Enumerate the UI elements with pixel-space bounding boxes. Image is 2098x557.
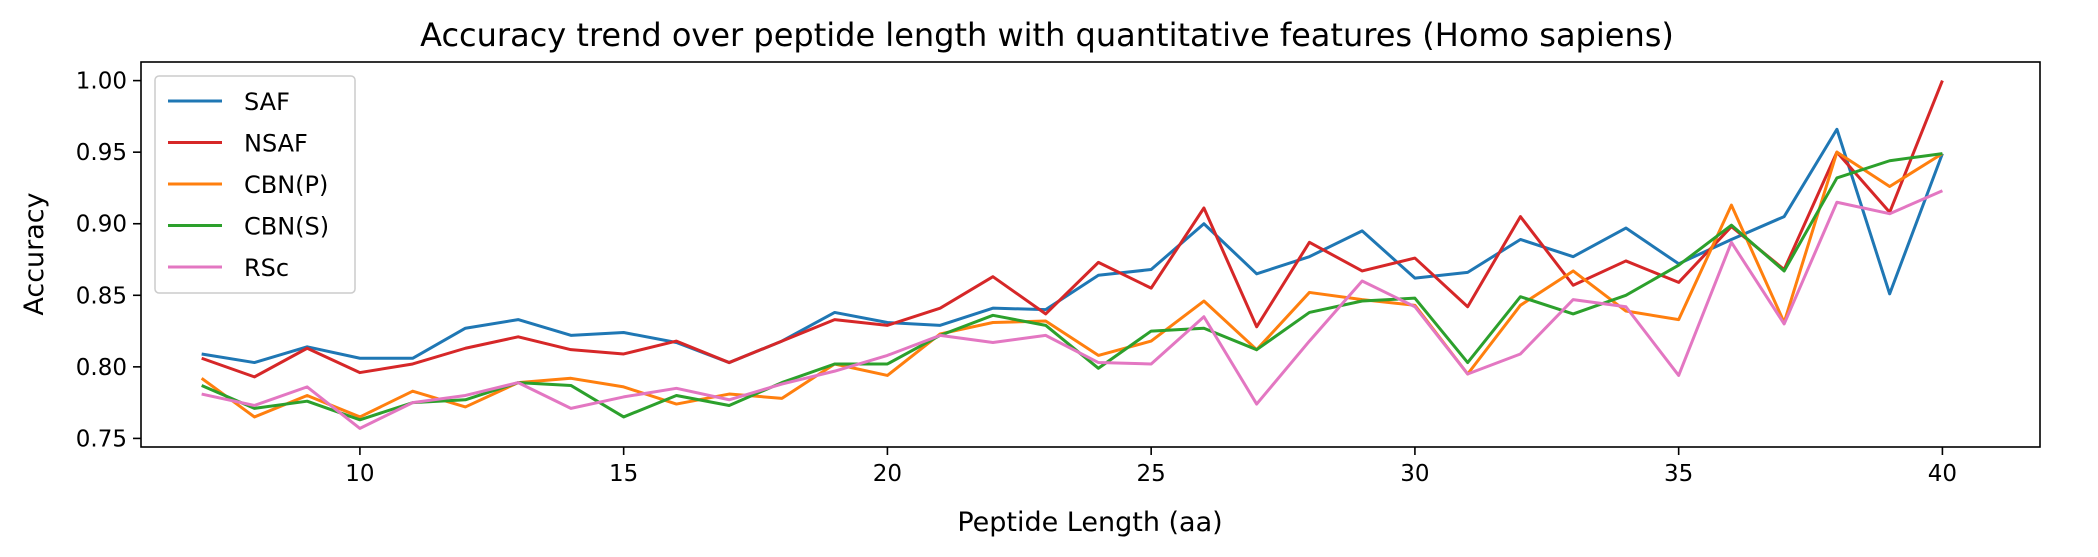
legend: SAF NSAF CBN(P) CBN(S) RSc [154, 75, 356, 294]
series-line-1 [201, 80, 1944, 379]
y-axis-ticks: 0.75 0.80 0.85 0.90 0.95 1.00 [76, 69, 141, 452]
x-tick-label: 40 [1928, 461, 1957, 487]
legend-label: NSAF [244, 130, 308, 158]
legend-label: CBN(P) [244, 171, 328, 199]
y-tick-label: 0.75 [76, 426, 127, 452]
series-line-2 [200, 150, 1944, 419]
y-tick-label: 0.95 [76, 140, 127, 166]
legend-box [154, 75, 356, 294]
y-tick-label: 0.85 [76, 283, 127, 309]
plot-area-frame [140, 61, 2041, 448]
legend-label: CBN(S) [244, 213, 329, 241]
x-tick-label: 30 [1400, 461, 1429, 487]
x-axis-label: Peptide Length (aa) [957, 507, 1222, 538]
x-tick-label: 15 [609, 461, 638, 487]
x-tick-label: 35 [1664, 461, 1693, 487]
legend-label: SAF [244, 88, 290, 116]
legend-label: RSc [244, 254, 289, 282]
y-tick-label: 0.80 [76, 355, 127, 381]
y-axis-label: Accuracy [19, 192, 50, 315]
series-line-4 [201, 189, 1944, 430]
chart-title: Accuracy trend over peptide length with … [420, 16, 1674, 54]
y-tick-label: 1.00 [76, 69, 127, 95]
series-line-0 [201, 127, 1944, 365]
series-layer [200, 80, 1944, 430]
x-tick-label: 25 [1137, 461, 1166, 487]
series-line-3 [201, 152, 1943, 422]
x-axis-ticks: 10 15 20 25 30 35 40 [345, 447, 1957, 487]
x-tick-label: 20 [873, 461, 902, 487]
y-tick-label: 0.90 [76, 212, 127, 238]
x-tick-label: 10 [345, 461, 374, 487]
